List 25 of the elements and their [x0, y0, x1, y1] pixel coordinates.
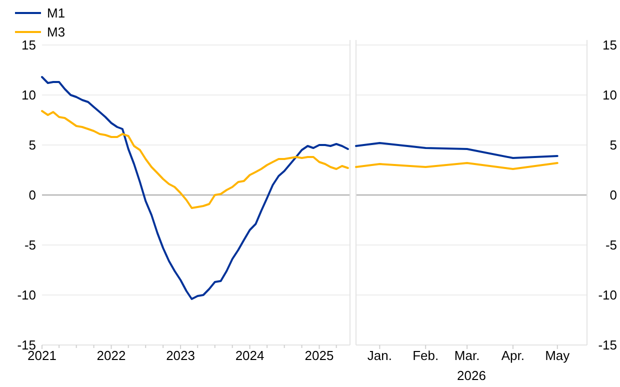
x-tick-label: Apr.: [501, 348, 525, 363]
y-tick-label: -15: [598, 338, 617, 352]
y-tick-label: -5: [605, 238, 617, 252]
x-tick-label: Feb.: [412, 348, 439, 363]
y-tick-label: 10: [602, 88, 617, 102]
y-tick-label: 15: [22, 38, 36, 52]
x-tick-label: 2023: [166, 348, 195, 363]
x-tick-label: 2024: [235, 348, 264, 363]
y-tick-label: -10: [598, 288, 617, 302]
x-axis-title: 2026: [457, 368, 486, 383]
y-tick-label: 10: [22, 88, 36, 102]
x-tick-label: May: [545, 348, 570, 363]
y-tick-label: 0: [28, 188, 36, 202]
legend-label: M3: [47, 24, 66, 40]
x-tick-label: Mar.: [454, 348, 480, 363]
x-tick-label: Jan.: [367, 348, 392, 363]
x-tick-label: 2025: [304, 348, 334, 363]
y-tick-label: -10: [17, 288, 36, 302]
y-tick-label: 15: [602, 38, 617, 52]
x-tick-label: 2022: [96, 348, 126, 363]
y-tick-label: 5: [610, 138, 617, 152]
y-tick-label: 5: [28, 138, 36, 152]
legend-label: M1: [47, 6, 66, 20]
y-tick-label: 0: [610, 188, 617, 202]
y-tick-label: -5: [24, 238, 36, 252]
